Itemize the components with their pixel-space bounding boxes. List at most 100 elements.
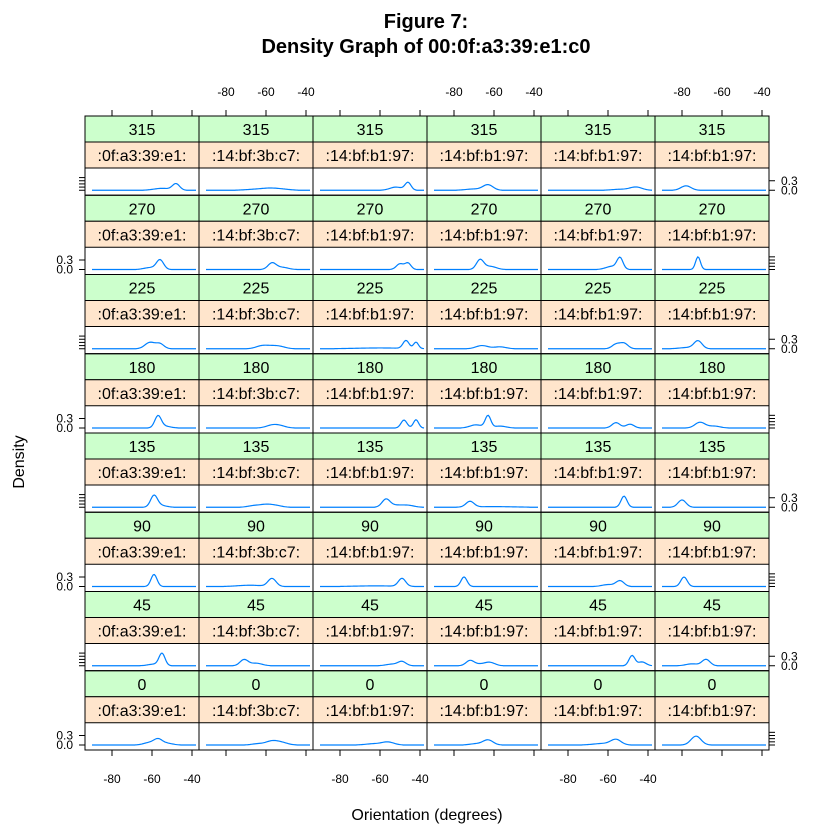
y-tick-label: 0.3 [781, 491, 798, 505]
strip-mac-label: :14:bf:b1:97: [668, 624, 757, 641]
strip-mac-label: :14:bf:b1:97: [554, 544, 643, 561]
y-tick-label: 0.0 [56, 421, 73, 435]
density-series [206, 187, 310, 191]
panel: 45:14:bf:b1:97: [426, 591, 542, 672]
strip-angle-label: 0 [252, 677, 261, 694]
strip-angle-label: 270 [471, 201, 498, 218]
x-axis-bottom: -80 -60 -40 [559, 110, 657, 786]
axes: -80 -60 -40-80 -60 -40-80 -60 -40-80 -60 -40-80-… [56, 85, 798, 786]
strip-angle-label: 45 [247, 598, 265, 615]
strip-mac [426, 300, 542, 327]
strip-mac-label: :14:bf:b1:97: [326, 307, 415, 324]
strip-mac-label: :14:bf:b1:97: [668, 148, 757, 165]
density-series [92, 341, 196, 350]
panel: 225:14:bf:b1:97: [654, 274, 770, 355]
strip-angle-label: 135 [585, 439, 612, 456]
strip-mac-label: :0f:a3:39:e1: [98, 465, 187, 482]
strip-mac-label: :14:bf:b1:97: [668, 227, 757, 244]
strip-mac-label: :14:bf:b1:97: [554, 307, 643, 324]
density-series [434, 576, 538, 588]
density-series [434, 344, 538, 350]
panel: 0:14:bf:b1:97: [312, 670, 428, 751]
strip-mac-label: :14:bf:b1:97: [326, 465, 415, 482]
x-tick-label: -40 [525, 85, 543, 99]
density-series [662, 185, 766, 191]
strip-mac [540, 220, 656, 248]
panel: 315:14:bf:b1:97: [312, 115, 428, 196]
y-axis-left: 0.00.3 [56, 729, 775, 752]
panel: 225:14:bf:b1:97: [426, 274, 542, 355]
y-axis-right: 0.00.3 [79, 649, 798, 673]
density-series [320, 181, 424, 191]
panel: 225:14:bf:b1:97: [312, 274, 428, 355]
strip-mac-label: :0f:a3:39:e1: [98, 386, 187, 403]
density-series [92, 573, 196, 588]
strip-mac [198, 220, 314, 248]
strip-angle-label: 90 [589, 518, 607, 535]
strip-angle [198, 194, 314, 222]
density-series [548, 422, 652, 429]
panel-border [654, 670, 770, 751]
strip-mac-label: :0f:a3:39:e1: [98, 624, 187, 641]
strip-angle [654, 115, 770, 143]
strip-angle [84, 115, 200, 143]
strip-angle-label: 45 [361, 598, 379, 615]
strip-angle-label: 180 [129, 360, 156, 377]
strip-mac [426, 379, 542, 407]
y-tick-label: 0.0 [781, 659, 798, 673]
density-series [548, 495, 652, 508]
strip-angle [426, 511, 542, 539]
y-tick-label: 0.0 [56, 263, 73, 277]
x-tick-label: -80 [673, 85, 691, 99]
strip-angle-label: 180 [471, 360, 498, 377]
x-tick-label: -80 [217, 85, 235, 99]
strip-mac [312, 617, 428, 644]
panel-grid: 315:0f:a3:39:e1: 315:14:bf:3b:c7: 315:14:b… [84, 115, 770, 751]
strip-angle [84, 432, 200, 460]
strip-mac-label: :14:bf:3b:c7: [212, 544, 300, 561]
strip-angle-label: 270 [585, 201, 612, 218]
x-tick-label: -40 [411, 772, 429, 786]
panel: 135:14:bf:b1:97: [426, 432, 542, 513]
strip-mac [84, 617, 200, 644]
y-tick-label: 0.0 [56, 738, 73, 752]
strip-mac [654, 220, 770, 248]
strip-angle-label: 45 [703, 598, 721, 615]
panel: 225 :0f:a3:39:e1: [84, 274, 200, 355]
strip-mac [540, 379, 656, 407]
strip-mac-label: :0f:a3:39:e1: [98, 703, 187, 720]
density-series [434, 258, 538, 271]
density-series [206, 577, 310, 588]
strip-angle-label: 45 [133, 598, 151, 615]
strip-mac [654, 379, 770, 407]
density-series [662, 576, 766, 588]
strip-mac-label: :0f:a3:39:e1: [98, 307, 187, 324]
panel: 0:14:bf:b1:97: [426, 670, 542, 751]
density-series [206, 344, 310, 350]
strip-mac-label: :14:bf:b1:97: [440, 624, 529, 641]
panel: 45 :0f:a3:39:e1: [84, 591, 200, 672]
strip-mac-label: :14:bf:b1:97: [326, 624, 415, 641]
panel: 180:14:bf:b1:97: [540, 353, 656, 434]
strip-mac-label: :14:bf:b1:97: [326, 148, 415, 165]
y-tick-label: 0.0 [781, 183, 798, 197]
strip-angle-label: 90 [133, 518, 151, 535]
strip-angle-label: 90 [475, 518, 493, 535]
strip-angle-label: 0 [138, 677, 147, 694]
density-series [548, 256, 652, 271]
density-series [92, 182, 196, 191]
strip-mac-label: :14:bf:b1:97: [440, 544, 529, 561]
strip-mac [84, 300, 200, 327]
strip-angle-label: 0 [594, 677, 603, 694]
strip-mac-label: :14:bf:3b:c7: [212, 703, 300, 720]
y-tick-label: 0.3 [56, 412, 73, 426]
x-tick-label: -80 [331, 772, 349, 786]
strip-mac-label: :14:bf:b1:97: [554, 703, 643, 720]
panel: 90 :14:bf:b1:97: [426, 511, 542, 592]
panel: 180:14:bf:b1:97: [654, 353, 770, 434]
strip-mac-label: :14:bf:b1:97: [326, 544, 415, 561]
x-tick-label: -60 [257, 85, 275, 99]
strip-angle-label: 225 [129, 281, 156, 298]
panel: 90:14:bf:3b:c7: [198, 511, 314, 592]
